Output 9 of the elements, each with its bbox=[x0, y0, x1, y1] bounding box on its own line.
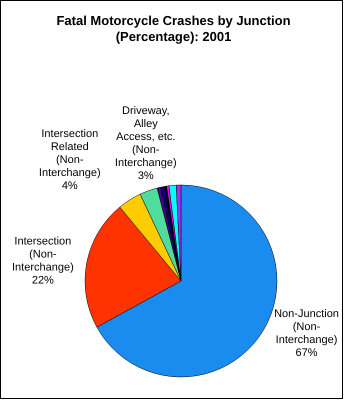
slice-label: Intersection Related (Non-Interchange) bbox=[38, 128, 101, 180]
slice-label: Non-Junction (Non-Interchange) bbox=[274, 308, 339, 346]
data-label: 22% bbox=[32, 274, 54, 287]
slice-label: Intersection (Non-Interchange) bbox=[12, 236, 74, 274]
data-label: 4% bbox=[62, 180, 78, 192]
chart-title: Fatal Motorcycle Crashes by Junction (Percentage): 2001 bbox=[56, 13, 291, 44]
data-label: 3% bbox=[138, 170, 154, 182]
slice-label: Driveway, Alley Access, etc. (Non-Interchange) bbox=[114, 105, 177, 170]
data-label: 67% bbox=[296, 346, 318, 359]
